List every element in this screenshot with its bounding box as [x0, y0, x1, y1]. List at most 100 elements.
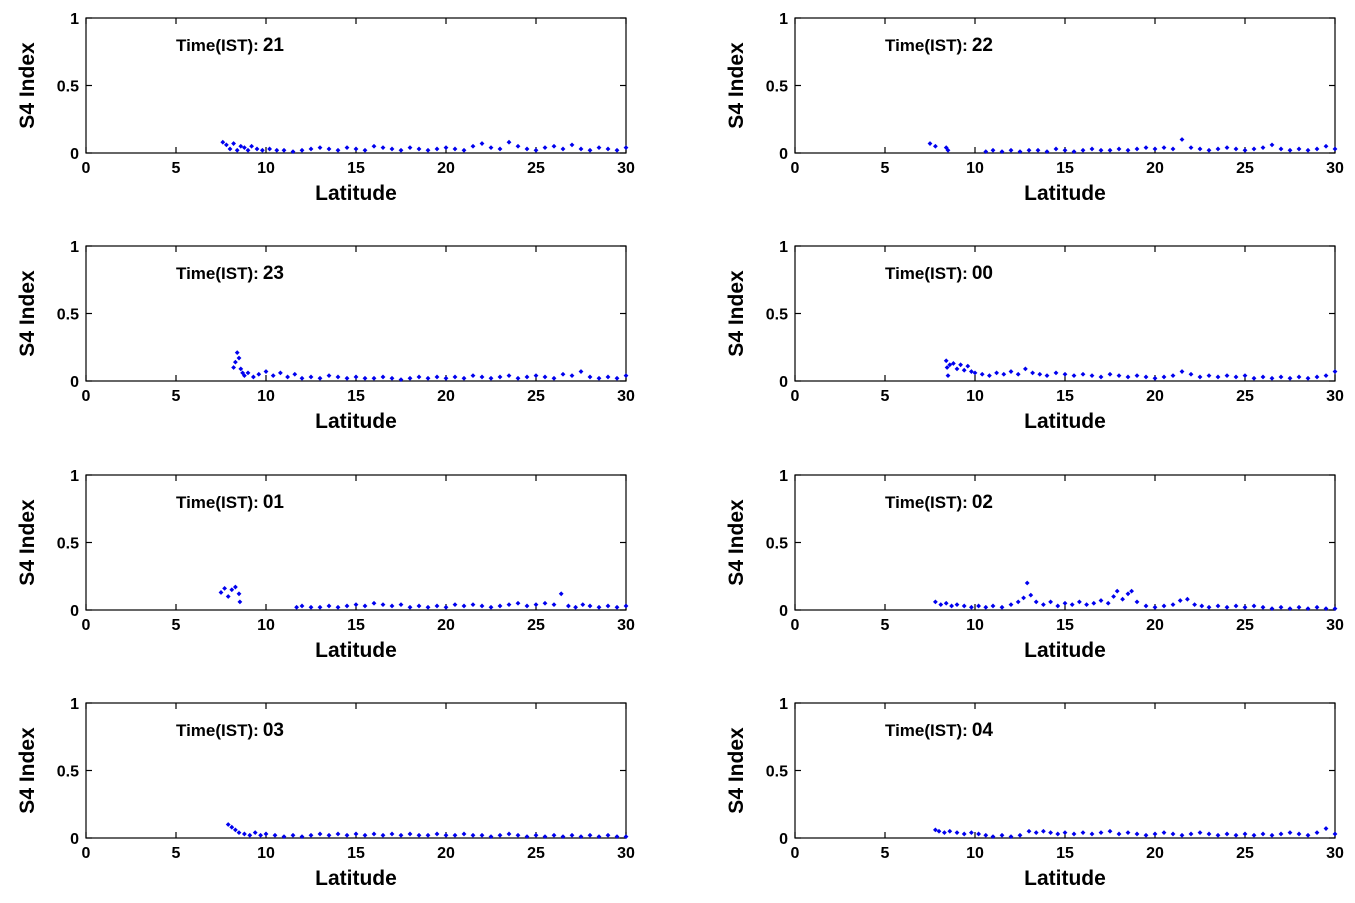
data-point — [587, 832, 593, 838]
data-point — [308, 832, 314, 838]
x-tick-label: 10 — [257, 845, 275, 862]
x-tick-label: 0 — [791, 617, 800, 634]
y-tick-label: 0 — [70, 146, 79, 163]
data-point — [515, 600, 521, 606]
data-point — [1224, 831, 1230, 837]
data-point — [1134, 146, 1140, 152]
y-tick-label: 1 — [779, 11, 788, 28]
data-point — [1188, 831, 1194, 837]
x-tick-label: 25 — [527, 617, 545, 634]
data-point — [947, 362, 953, 368]
data-point — [524, 834, 530, 840]
data-point — [488, 145, 494, 150]
data-point — [569, 142, 575, 148]
data-point — [596, 145, 602, 150]
data-point — [605, 603, 611, 609]
data-point — [1071, 373, 1077, 378]
data-point — [1033, 599, 1039, 605]
data-point — [972, 370, 978, 376]
data-point — [238, 366, 244, 372]
data-point — [425, 604, 431, 610]
data-point — [1089, 373, 1095, 378]
data-point — [551, 143, 557, 149]
data-point — [1242, 147, 1248, 153]
data-point — [1062, 147, 1068, 153]
data-point — [1314, 374, 1320, 380]
data-point — [1105, 600, 1111, 606]
data-point — [231, 365, 236, 370]
time-annotation-prefix: Time(IST): — [176, 36, 259, 55]
data-point — [1008, 834, 1014, 840]
time-annotation: Time(IST): 03 — [176, 720, 284, 741]
x-tick-label: 25 — [1236, 160, 1254, 177]
data-point — [987, 373, 992, 378]
data-point — [605, 832, 611, 838]
data-point — [335, 604, 341, 610]
data-point — [242, 145, 247, 150]
x-tick-label: 0 — [82, 845, 91, 862]
data-point — [425, 375, 431, 381]
data-point — [614, 375, 620, 381]
data-point — [542, 374, 548, 380]
data-point — [1170, 831, 1176, 837]
data-point — [1323, 606, 1329, 612]
data-point — [371, 600, 377, 606]
data-point — [1332, 146, 1338, 152]
data-point — [1251, 375, 1257, 381]
data-point — [999, 832, 1005, 838]
data-point — [990, 147, 996, 153]
data-point — [596, 834, 602, 840]
data-point — [362, 147, 368, 153]
data-point — [425, 832, 431, 838]
data-point — [479, 141, 485, 146]
data-point — [1129, 588, 1134, 594]
data-point — [281, 834, 287, 840]
data-point — [389, 375, 395, 381]
time-annotation-value: 21 — [263, 35, 285, 56]
data-point — [506, 831, 512, 837]
data-point — [524, 603, 530, 609]
data-point — [1206, 373, 1212, 378]
plot-frame — [794, 17, 1336, 154]
data-point — [245, 147, 251, 153]
data-point — [1179, 832, 1185, 838]
x-tick-label: 5 — [881, 845, 890, 862]
data-point — [1206, 604, 1212, 610]
data-point — [497, 146, 503, 152]
plot-frame — [85, 702, 627, 839]
data-point — [274, 147, 280, 153]
x-tick-label: 30 — [617, 845, 635, 862]
data-point — [1021, 595, 1026, 601]
data-point — [452, 374, 458, 380]
data-point — [326, 603, 332, 609]
data-point — [578, 369, 584, 374]
scatter-series — [231, 350, 629, 383]
data-point — [1152, 604, 1158, 610]
data-point — [317, 831, 323, 837]
data-point — [1143, 603, 1149, 609]
data-point — [470, 602, 476, 607]
data-point — [452, 832, 458, 838]
time-annotation-value: 01 — [263, 492, 285, 513]
data-point — [237, 599, 243, 605]
data-point — [224, 142, 229, 148]
data-point — [1084, 602, 1089, 607]
data-point — [452, 146, 458, 152]
y-tick-label: 0.5 — [57, 764, 79, 781]
x-tick-label: 0 — [791, 160, 800, 177]
data-point — [299, 375, 305, 381]
y-tick-label: 0.5 — [766, 536, 788, 553]
data-point — [470, 373, 476, 378]
data-point — [389, 831, 395, 837]
x-tick-label: 5 — [881, 388, 890, 405]
data-point — [479, 832, 485, 838]
data-point — [1080, 147, 1086, 153]
time-annotation-value: 04 — [972, 720, 994, 741]
data-point — [983, 149, 989, 155]
x-tick-label: 15 — [347, 617, 365, 634]
data-point — [488, 604, 494, 610]
data-point — [951, 361, 956, 366]
y-axis-label: S4 Index — [725, 270, 748, 357]
x-tick-label: 25 — [527, 388, 545, 405]
